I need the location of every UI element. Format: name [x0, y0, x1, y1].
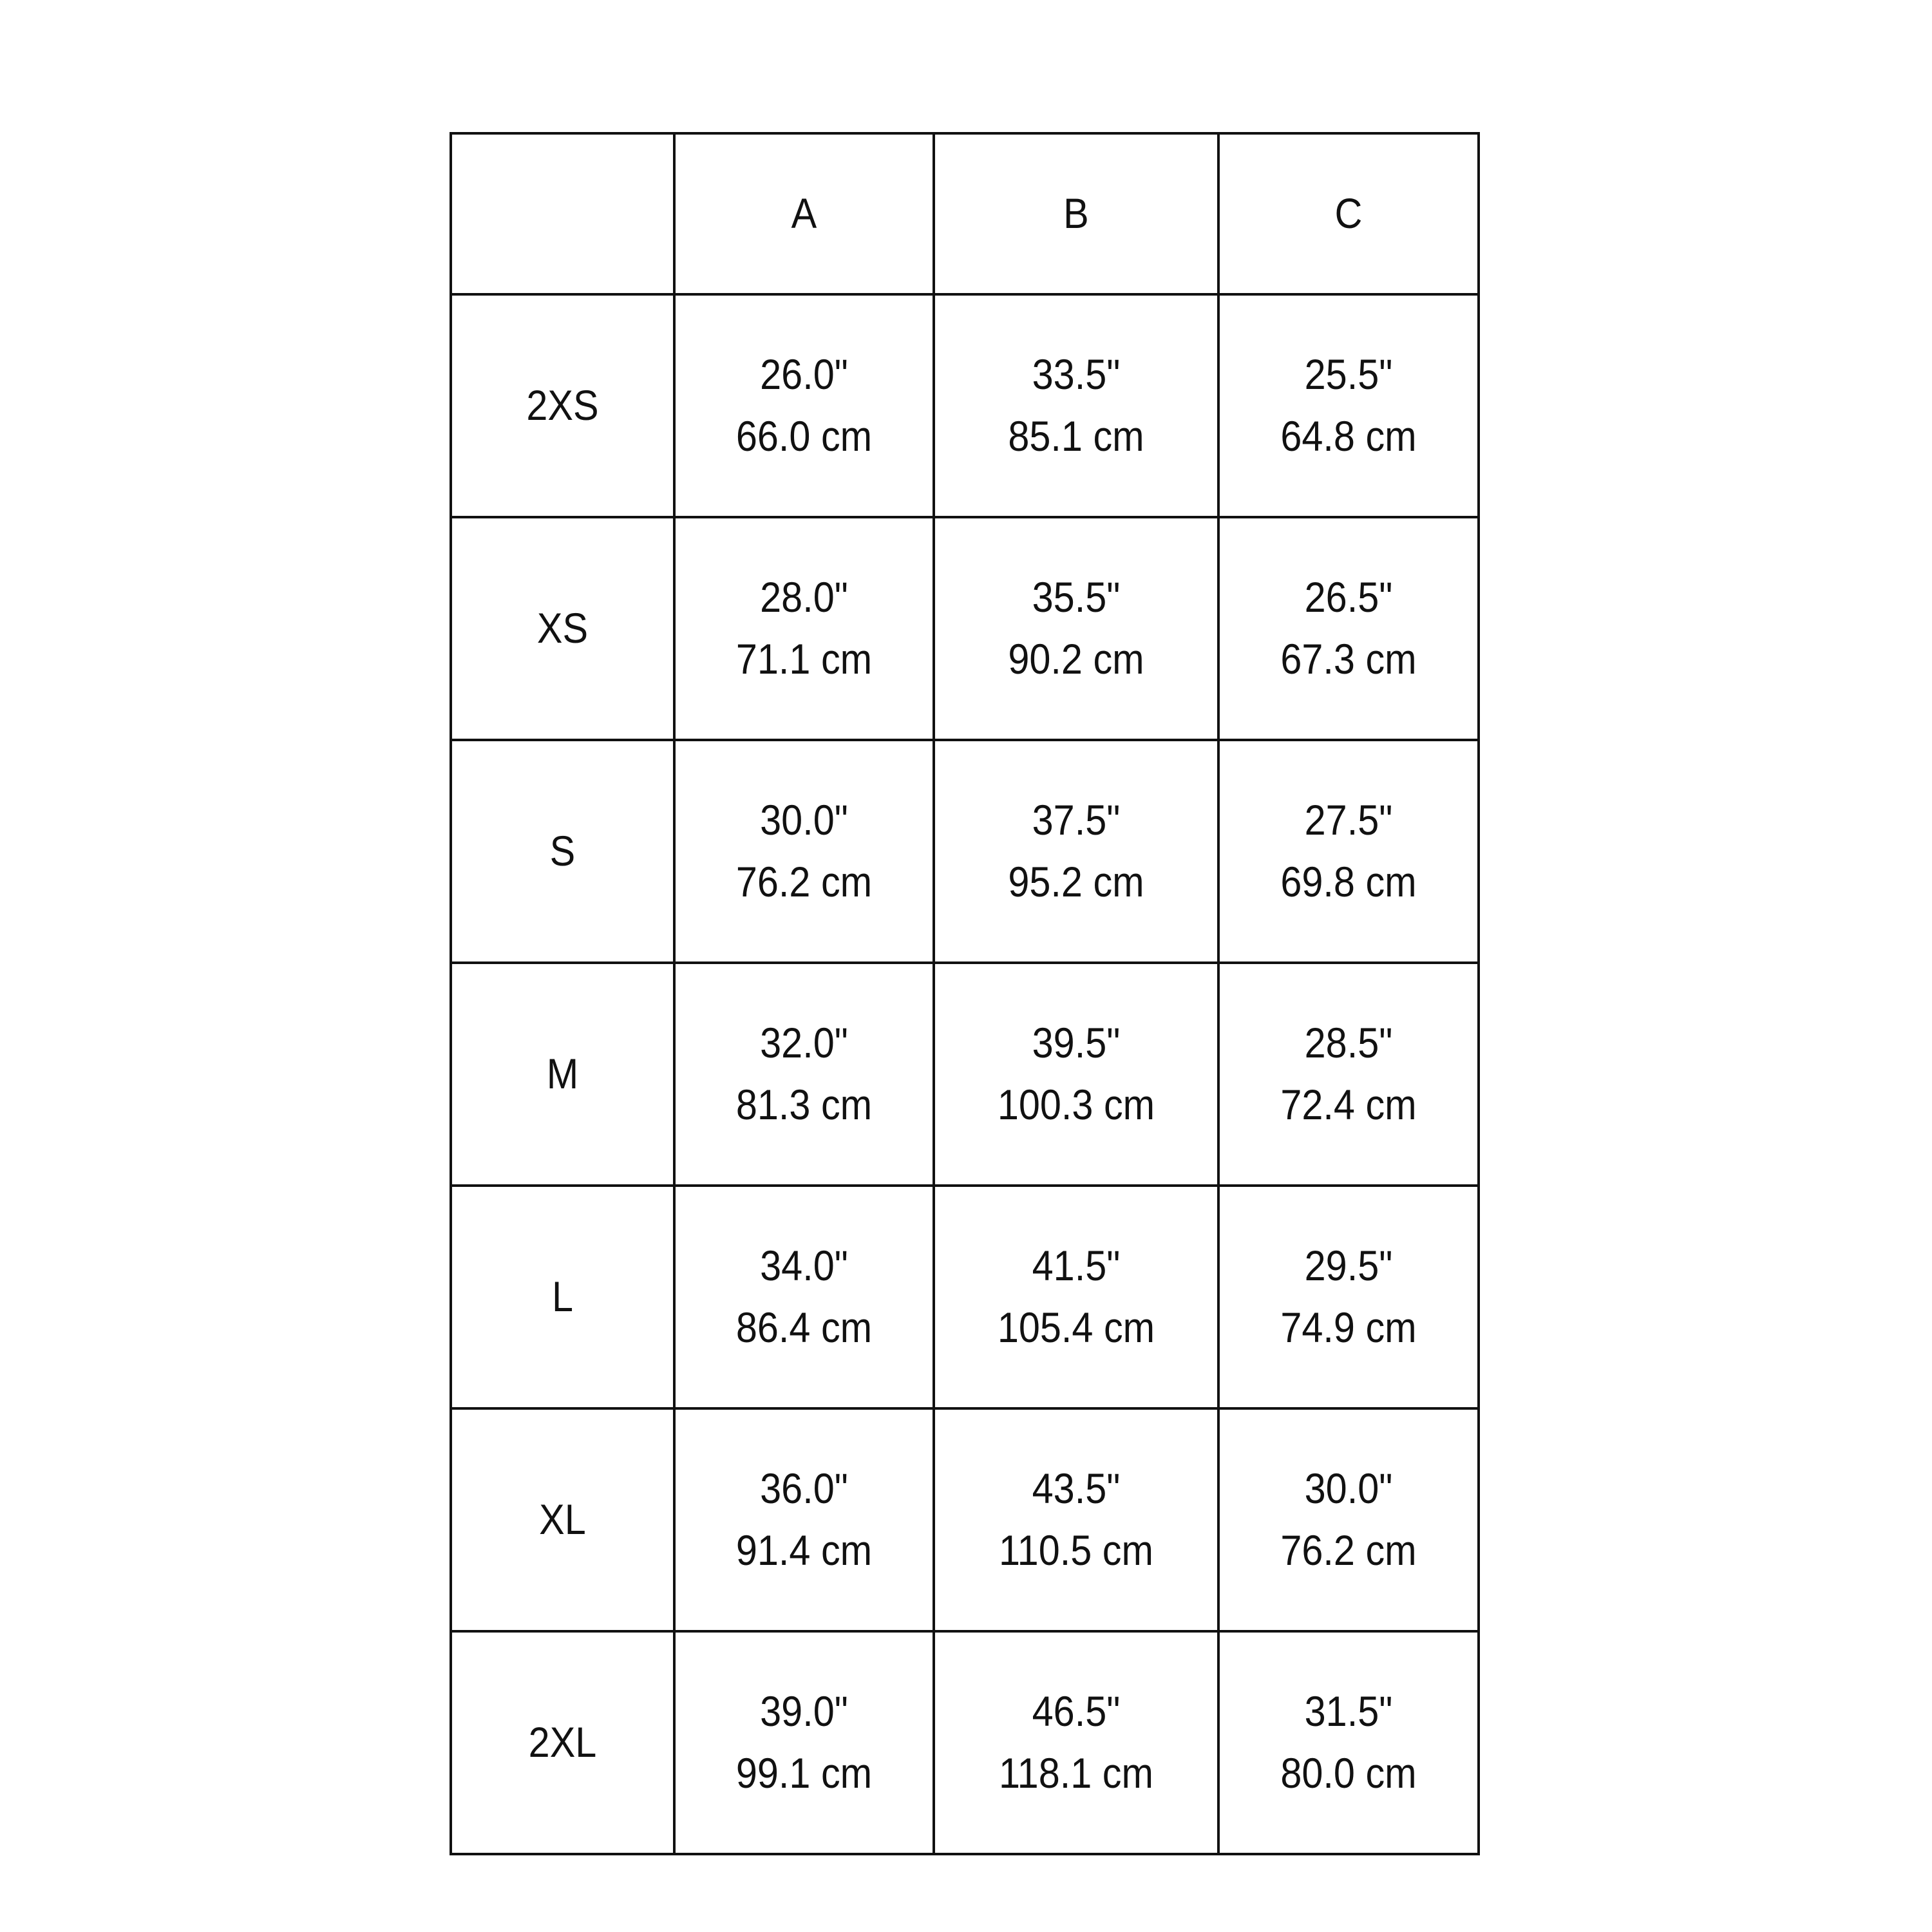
- inches-value: 30.0": [1304, 1464, 1393, 1513]
- cm-value: 91.4 cm: [735, 1526, 873, 1574]
- measurement-cell: 34.0" 86.4 cm: [673, 1184, 935, 1410]
- measurement-cell: 37.5" 95.2 cm: [933, 739, 1220, 964]
- size-label-cell: L: [450, 1184, 676, 1410]
- inches-value: 30.0": [760, 796, 848, 844]
- cm-value: 67.3 cm: [1280, 635, 1417, 683]
- cm-value: 80.0 cm: [1280, 1749, 1417, 1797]
- measurement-cell: 26.5" 67.3 cm: [1217, 516, 1480, 741]
- table-row: S 30.0" 76.2 cm 37.5" 95.2 cm 27.5" 69.8 cm: [450, 739, 1480, 964]
- size-label: 2XS: [526, 381, 599, 430]
- cm-value: 76.2 cm: [1280, 1526, 1417, 1574]
- table-row: XS 28.0" 71.1 cm 35.5" 90.2 cm 26.5" 67.3 cm: [450, 516, 1480, 741]
- inches-value: 28.5": [1304, 1019, 1393, 1067]
- header-row: A B C: [450, 132, 1480, 296]
- inches-value: 34.0": [760, 1242, 848, 1290]
- size-label-cell: 2XS: [450, 293, 676, 518]
- inches-value: 28.0": [760, 573, 848, 621]
- inches-value: 26.5": [1304, 573, 1393, 621]
- size-label: XL: [539, 1495, 586, 1544]
- table-row: XL 36.0" 91.4 cm 43.5" 110.5 cm 30.0" 76.2 cm: [450, 1407, 1480, 1633]
- measurement-cell: 39.5" 100.3 cm: [933, 961, 1220, 1187]
- inches-value: 33.5": [1032, 350, 1121, 399]
- inches-value: 39.5": [1032, 1019, 1121, 1067]
- measurement-cell: 25.5" 64.8 cm: [1217, 293, 1480, 518]
- cm-value: 69.8 cm: [1280, 858, 1417, 905]
- cm-value: 71.1 cm: [735, 635, 873, 683]
- inches-value: 31.5": [1304, 1687, 1393, 1736]
- measurement-cell: 41.5" 105.4 cm: [933, 1184, 1220, 1410]
- table-row: M 32.0" 81.3 cm 39.5" 100.3 cm 28.5" 72.4 cm: [450, 961, 1480, 1187]
- cm-value: 76.2 cm: [735, 858, 873, 905]
- inches-value: 39.0": [760, 1687, 848, 1736]
- measurement-cell: 33.5" 85.1 cm: [933, 293, 1220, 518]
- table-row: 2XL 39.0" 99.1 cm 46.5" 118.1 cm 31.5" 80.0 cm: [450, 1630, 1480, 1855]
- measurement-cell: 32.0" 81.3 cm: [673, 961, 935, 1187]
- inches-value: 43.5": [1032, 1464, 1121, 1513]
- size-label-cell: XL: [450, 1407, 676, 1633]
- table-row: L 34.0" 86.4 cm 41.5" 105.4 cm 29.5" 74.9 cm: [450, 1184, 1480, 1410]
- cm-value: 90.2 cm: [1008, 635, 1144, 683]
- cm-value: 118.1 cm: [999, 1749, 1153, 1797]
- measurement-cell: 27.5" 69.8 cm: [1217, 739, 1480, 964]
- size-label: 2XL: [528, 1718, 597, 1766]
- cm-value: 100.3 cm: [997, 1081, 1155, 1128]
- cm-value: 99.1 cm: [735, 1749, 873, 1797]
- size-chart-table: A B C 2XS 26.0" 66.0 cm 33.5" 85.1 cm 25.5" 64…: [450, 132, 1480, 1855]
- cm-value: 105.4 cm: [997, 1303, 1155, 1351]
- table-row: 2XS 26.0" 66.0 cm 33.5" 85.1 cm 25.5" 64.8 cm: [450, 293, 1480, 518]
- measurement-cell: 30.0" 76.2 cm: [673, 739, 935, 964]
- measurement-cell: 28.0" 71.1 cm: [673, 516, 935, 741]
- inches-value: 26.0": [760, 350, 848, 399]
- cm-value: 81.3 cm: [735, 1081, 873, 1128]
- header-cell-b: B: [933, 132, 1220, 296]
- size-label: L: [551, 1273, 574, 1321]
- measurement-cell: 31.5" 80.0 cm: [1217, 1630, 1480, 1855]
- measurement-cell: 26.0" 66.0 cm: [673, 293, 935, 518]
- measurement-cell: 30.0" 76.2 cm: [1217, 1407, 1480, 1633]
- inches-value: 35.5": [1032, 573, 1121, 621]
- inches-value: 32.0": [760, 1019, 848, 1067]
- header-cell-c: C: [1217, 132, 1480, 296]
- cm-value: 86.4 cm: [735, 1303, 873, 1351]
- cm-value: 72.4 cm: [1280, 1081, 1417, 1128]
- inches-value: 37.5": [1032, 796, 1121, 844]
- inches-value: 29.5": [1304, 1242, 1393, 1290]
- size-label-cell: S: [450, 739, 676, 964]
- size-label: S: [549, 827, 576, 875]
- measurement-cell: 43.5" 110.5 cm: [933, 1407, 1220, 1633]
- cm-value: 64.8 cm: [1280, 412, 1417, 460]
- cm-value: 66.0 cm: [735, 412, 873, 460]
- measurement-cell: 35.5" 90.2 cm: [933, 516, 1220, 741]
- size-label: XS: [536, 604, 589, 652]
- size-label-cell: XS: [450, 516, 676, 741]
- size-label: M: [546, 1050, 579, 1098]
- cm-value: 74.9 cm: [1280, 1303, 1417, 1351]
- measurement-cell: 36.0" 91.4 cm: [673, 1407, 935, 1633]
- cm-value: 85.1 cm: [1008, 412, 1144, 460]
- header-cell-empty: [450, 132, 676, 296]
- inches-value: 36.0": [760, 1464, 848, 1513]
- cm-value: 95.2 cm: [1008, 858, 1144, 905]
- cm-value: 110.5 cm: [999, 1526, 1153, 1574]
- header-cell-a: A: [673, 132, 935, 296]
- inches-value: 46.5": [1032, 1687, 1121, 1736]
- measurement-cell: 39.0" 99.1 cm: [673, 1630, 935, 1855]
- measurement-cell: 28.5" 72.4 cm: [1217, 961, 1480, 1187]
- measurement-cell: 29.5" 74.9 cm: [1217, 1184, 1480, 1410]
- inches-value: 41.5": [1032, 1242, 1121, 1290]
- inches-value: 27.5": [1304, 796, 1393, 844]
- measurement-cell: 46.5" 118.1 cm: [933, 1630, 1220, 1855]
- inches-value: 25.5": [1304, 350, 1393, 399]
- size-label-cell: M: [450, 961, 676, 1187]
- size-label-cell: 2XL: [450, 1630, 676, 1855]
